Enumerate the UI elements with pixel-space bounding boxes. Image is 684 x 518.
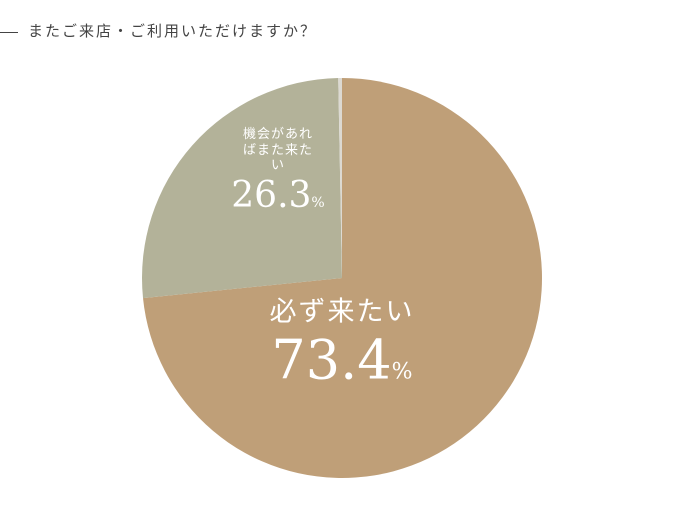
pie-slice — [143, 78, 542, 478]
value-unit: % — [311, 194, 325, 211]
value-unit: % — [391, 359, 413, 385]
category-label: 必ず来たい — [269, 296, 415, 328]
category-label: 機会があればまた来たい — [242, 127, 313, 174]
title-row: またご来店・ご利用いただけますか？ — [0, 20, 317, 41]
pie-slice — [338, 78, 342, 278]
pie-slice — [142, 78, 342, 299]
chart-title: またご来店・ご利用いただけますか？ — [28, 22, 318, 40]
title-dash — [0, 31, 18, 33]
value-label: 73.4 — [271, 328, 392, 392]
value-label: 26.3 — [231, 174, 312, 216]
slice-label: 必ず来たい 73.4% — [270, 296, 415, 393]
slice-label: 機会があればまた来たい 26.3% — [231, 127, 324, 217]
